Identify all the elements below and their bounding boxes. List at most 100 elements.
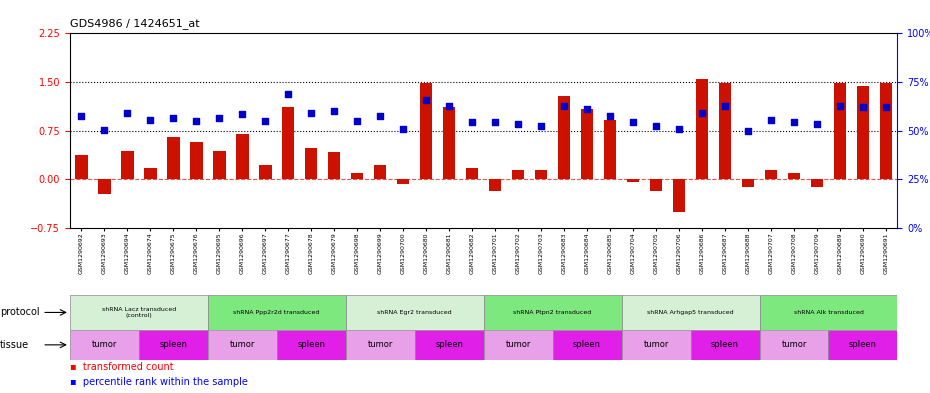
Text: spleen: spleen	[435, 340, 463, 349]
Point	[465, 119, 480, 125]
Text: spleen: spleen	[849, 340, 877, 349]
Bar	[98, 179, 111, 194]
Text: tumor: tumor	[781, 340, 806, 349]
Bar	[672, 179, 685, 212]
Bar	[484, 295, 621, 330]
Point	[212, 115, 227, 121]
Text: spleen: spleen	[159, 340, 187, 349]
Bar	[604, 119, 617, 179]
Point	[671, 126, 686, 132]
Text: shRNA Arhgap5 transduced: shRNA Arhgap5 transduced	[647, 310, 734, 315]
Bar	[833, 83, 846, 179]
Point	[97, 127, 112, 133]
Bar	[627, 179, 639, 182]
Text: tumor: tumor	[505, 340, 531, 349]
Bar	[374, 165, 387, 179]
Text: shRNA Ppp2r2d transduced: shRNA Ppp2r2d transduced	[233, 310, 320, 315]
Bar	[690, 330, 760, 360]
Bar	[346, 295, 484, 330]
Bar	[535, 169, 548, 179]
Bar	[580, 109, 593, 179]
Text: tumor: tumor	[644, 340, 669, 349]
Bar	[760, 330, 829, 360]
Bar	[650, 179, 662, 191]
Point	[832, 103, 847, 109]
Bar	[213, 151, 225, 179]
Point	[603, 113, 618, 119]
Bar	[811, 179, 823, 187]
Bar	[696, 79, 709, 179]
Bar	[236, 134, 248, 179]
Point	[557, 103, 572, 109]
Bar	[144, 168, 156, 179]
Bar	[351, 173, 364, 179]
Point	[534, 123, 549, 129]
Bar	[70, 295, 207, 330]
Text: ▪  transformed count: ▪ transformed count	[70, 362, 173, 372]
Bar	[259, 165, 272, 179]
Bar	[70, 330, 139, 360]
Text: shRNA Egr2 transduced: shRNA Egr2 transduced	[378, 310, 452, 315]
Bar	[443, 107, 456, 179]
Text: tumor: tumor	[230, 340, 255, 349]
Bar	[415, 330, 484, 360]
Bar	[512, 170, 525, 179]
Bar	[880, 83, 892, 179]
Bar	[764, 170, 777, 179]
Point	[879, 104, 894, 110]
Point	[764, 116, 778, 123]
Bar	[552, 330, 621, 360]
Text: shRNA Lacz transduced
(control): shRNA Lacz transduced (control)	[101, 307, 176, 318]
Text: tumor: tumor	[91, 340, 117, 349]
Point	[787, 119, 802, 125]
Point	[442, 103, 457, 109]
Bar	[829, 330, 897, 360]
Text: spleen: spleen	[298, 340, 326, 349]
Point	[418, 96, 433, 103]
Text: shRNA Alk transduced: shRNA Alk transduced	[793, 310, 863, 315]
Bar	[621, 330, 690, 360]
Bar	[489, 179, 501, 191]
Bar	[139, 330, 207, 360]
Point	[718, 103, 733, 109]
Bar	[346, 330, 415, 360]
Point	[189, 118, 204, 124]
Bar	[305, 148, 317, 179]
Point	[511, 120, 525, 127]
Point	[143, 116, 158, 123]
Point	[326, 107, 341, 114]
Point	[258, 118, 272, 124]
Point	[373, 113, 388, 119]
Bar	[75, 155, 87, 179]
Bar	[121, 151, 134, 179]
Bar	[788, 173, 801, 179]
Point	[579, 105, 594, 112]
Text: spleen: spleen	[711, 340, 739, 349]
Bar	[166, 137, 179, 179]
Bar	[857, 86, 870, 179]
Point	[73, 113, 88, 119]
Bar	[328, 152, 340, 179]
Point	[166, 114, 180, 121]
Point	[304, 110, 319, 116]
Bar	[484, 330, 552, 360]
Point	[856, 104, 870, 110]
Text: shRNA Ptpn2 transduced: shRNA Ptpn2 transduced	[513, 310, 591, 315]
Bar	[190, 142, 203, 179]
Point	[487, 119, 502, 125]
Bar	[276, 330, 346, 360]
Bar	[282, 107, 295, 179]
Bar	[419, 83, 432, 179]
Bar	[719, 83, 731, 179]
Point	[395, 126, 410, 132]
Text: protocol: protocol	[0, 307, 40, 318]
Text: tumor: tumor	[367, 340, 392, 349]
Text: ▪  percentile rank within the sample: ▪ percentile rank within the sample	[70, 378, 247, 387]
Bar	[466, 168, 478, 179]
Bar	[760, 295, 897, 330]
Point	[350, 118, 365, 124]
Bar	[621, 295, 760, 330]
Bar	[207, 330, 276, 360]
Point	[648, 123, 663, 129]
Text: tissue: tissue	[0, 340, 29, 350]
